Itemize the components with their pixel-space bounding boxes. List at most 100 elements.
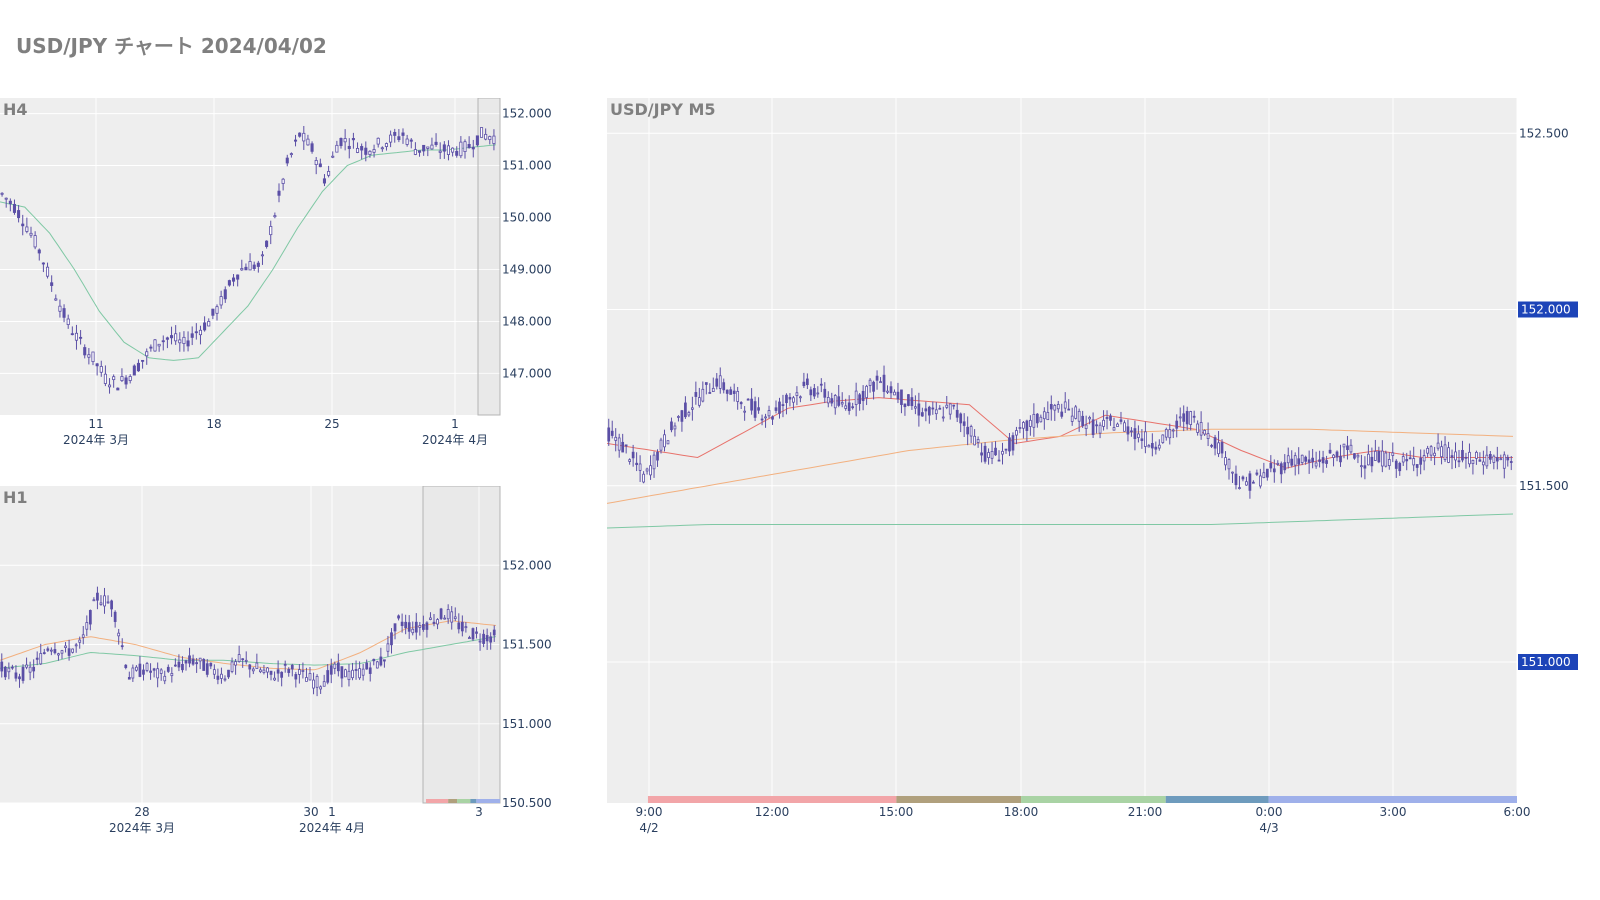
h1-ytick-label: 152.000	[502, 558, 552, 572]
h1-candle-body	[365, 662, 369, 670]
m5-candle-body	[938, 407, 942, 410]
h4-candle-body	[211, 308, 215, 316]
h4-candle-body	[484, 134, 488, 140]
m5-candle-body	[1042, 411, 1046, 420]
m5-candle-body	[799, 396, 802, 399]
m5-candle-body	[666, 440, 670, 445]
m5-candle-body	[844, 405, 848, 409]
h1-candle-body	[32, 666, 36, 672]
m5-candle-body	[959, 413, 963, 424]
h1-candle-body	[418, 625, 422, 628]
h4-candle-body	[351, 138, 355, 141]
h4-candle-body	[417, 150, 422, 153]
h1-candle-body	[312, 679, 315, 689]
m5-candle-body	[927, 406, 931, 416]
h4-candle-body	[252, 264, 256, 270]
h1-candle-body	[120, 645, 124, 648]
h4-candle-body	[103, 373, 107, 384]
m5-candle-body	[1387, 459, 1391, 467]
h4-ytick-label: 152.000	[502, 107, 552, 121]
h4-candle-body	[33, 235, 37, 248]
m5-candle-body	[1091, 419, 1095, 436]
h1-candle-body	[81, 634, 85, 638]
h4-candle-body	[260, 254, 265, 257]
m5-candle-body	[607, 427, 611, 442]
m5-candle-body	[1457, 460, 1461, 463]
m5-candle-body	[1224, 457, 1227, 466]
h4-candle-body	[265, 240, 269, 247]
h4-xtick-label: 25	[324, 417, 339, 431]
m5-candle-body	[1370, 456, 1374, 467]
m5-candle-body	[652, 454, 656, 470]
h4-xtick-label: 1	[451, 417, 459, 431]
m5-candle-body	[1001, 450, 1004, 455]
m5-candle-body	[1053, 405, 1057, 411]
m5-candle-body	[1360, 465, 1363, 468]
m5-candle-body	[778, 401, 781, 414]
h4-candle-body	[318, 163, 322, 168]
h4-xtick-sublabel: 2024年 3月	[63, 433, 129, 447]
m5-candle-body	[823, 388, 827, 398]
h1-ytick-label: 151.000	[502, 717, 552, 731]
m5-candle-body	[771, 416, 774, 420]
m5-candle-body	[781, 404, 785, 407]
h4-candle-body	[302, 132, 306, 142]
h4-xtick-label: 18	[206, 417, 221, 431]
h4-candle-body	[29, 232, 33, 236]
m5-candle-body	[1332, 454, 1335, 458]
h1-candle-body	[18, 676, 21, 680]
h1-candle-body	[283, 663, 287, 666]
h4-candle-body	[310, 143, 314, 152]
m5-candle-body	[900, 389, 903, 405]
m5-candle-body	[1471, 459, 1475, 464]
m5-xtick-label: 9:00	[636, 805, 663, 819]
h4-candle-body	[289, 153, 293, 156]
h1-xtick-sublabel: 2024年 4月	[299, 821, 365, 835]
h1-candle-body	[475, 631, 478, 634]
h1-candle-body	[443, 617, 447, 620]
m5-candle-body	[983, 445, 987, 462]
h1-ytick-label: 150.500	[502, 796, 552, 810]
m5-candle-body	[893, 391, 896, 396]
h4-candle-body	[236, 274, 240, 280]
h1-candle-body	[205, 663, 209, 675]
h4-candle-body	[376, 137, 380, 145]
m5-candle-body	[628, 459, 632, 462]
h1-candle-body	[269, 670, 273, 675]
m5-candle-body	[1408, 457, 1412, 460]
h4-candle-body	[240, 268, 244, 271]
m5-candle-body	[1109, 415, 1112, 421]
h1-candle-body	[390, 632, 393, 646]
h4-candle-body	[4, 197, 8, 200]
m5-candle-body	[1154, 446, 1158, 450]
h1-candle-body	[216, 675, 220, 680]
h1-candle-body	[358, 668, 361, 679]
h4-candle-body	[339, 137, 343, 147]
h1-candle-body	[163, 675, 167, 682]
h4-candle-body	[488, 136, 492, 140]
h4-candle-body	[203, 322, 207, 331]
m5-candle-body	[1373, 450, 1377, 461]
h4-ytick-label: 150.000	[502, 211, 552, 225]
m5-candle-body	[1401, 456, 1405, 463]
m5-candle-body	[1405, 459, 1409, 462]
m5-session-bar	[647, 796, 897, 803]
h1-candle-body	[198, 657, 202, 662]
m5-xtick-sublabel: 4/3	[1259, 821, 1278, 835]
m5-candle-body	[1363, 465, 1367, 469]
m5-candle-body	[865, 385, 868, 398]
h4-candle-body	[45, 266, 50, 277]
m5-candle-body	[1203, 429, 1206, 435]
m5-candle-body	[886, 390, 889, 393]
h1-candle-body	[290, 664, 294, 670]
h4-candle-body	[169, 335, 174, 339]
h4-candle-body	[194, 331, 198, 334]
h1-candle-body	[177, 661, 181, 668]
m5-candle-body	[809, 389, 813, 396]
h1-candle-body	[287, 668, 291, 673]
h4-candle-body	[116, 387, 120, 391]
h4-candle-body	[161, 340, 165, 343]
m5-candle-body	[750, 398, 753, 411]
h1-candle-body	[244, 659, 248, 662]
h1-candle-body	[99, 602, 103, 605]
